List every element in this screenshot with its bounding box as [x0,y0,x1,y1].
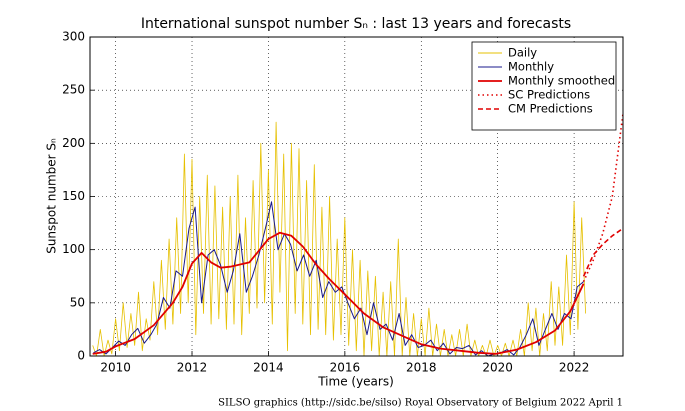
y-tick-label: 150 [62,189,85,203]
x-tick-label: 2012 [177,361,208,375]
y-tick-label: 300 [62,30,85,44]
y-tick-label: 0 [77,349,85,363]
legend-label: Daily [508,46,537,60]
series-line [92,231,585,355]
y-axis-label: Sunspot number Sₙ [45,138,59,254]
series-line [92,121,586,356]
plot-frame [89,36,624,357]
footer: SILSO graphics (http://sidc.be/silso) Ro… [218,398,623,409]
y-tick-label: 50 [70,295,85,309]
x-tick-label: 2022 [559,361,590,375]
x-tick-label: 2014 [253,361,284,375]
x-axis-label: Time (years) [317,375,394,389]
legend-label: CM Predictions [508,102,593,116]
y-tick-label: 100 [62,242,85,256]
y-tick-label: 250 [62,83,85,97]
legend-label: SC Predictions [508,88,590,102]
legend-box [471,41,617,131]
plot-lines [92,113,623,356]
x-tick-label: 2018 [406,361,437,375]
y-tick-label: 200 [62,136,85,150]
series-line [582,113,623,282]
legend-label: Monthly [508,60,554,74]
x-tick-label: 2010 [100,361,131,375]
legend-label: Monthly smoothed [508,74,615,88]
chart-title: International sunspot number Sₙ : last 1… [141,16,571,32]
x-tick-label: 2016 [330,361,361,375]
x-tick-label: 2020 [482,361,513,375]
